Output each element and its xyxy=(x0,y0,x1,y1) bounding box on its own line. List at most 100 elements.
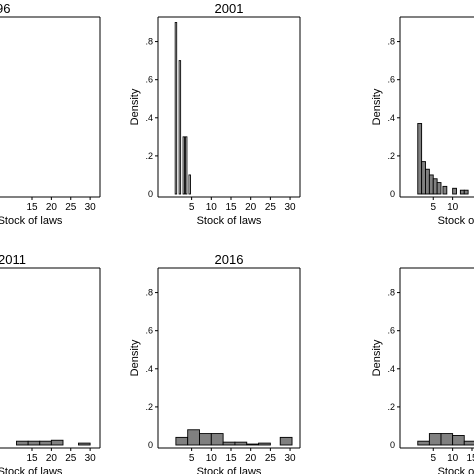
y-axis-label: Density xyxy=(129,88,141,125)
histogram-bar xyxy=(188,174,191,195)
x-tick-label: 20 xyxy=(46,202,58,213)
panel-3: 5 10 .2 .4 .6 .8 0 Density Stock of laws xyxy=(371,16,474,227)
y-tick-label: .4 xyxy=(387,113,395,123)
x-tick-label: 5 xyxy=(189,453,195,464)
x-tick-label: 15 xyxy=(225,453,237,464)
x-tick-label: 25 xyxy=(65,202,77,213)
histogram-bar xyxy=(174,22,178,195)
panel-title: 2001 xyxy=(215,1,244,16)
histogram-bar xyxy=(425,168,430,195)
y-tick-label: 0 xyxy=(148,440,153,450)
y-tick-label: .4 xyxy=(145,113,153,123)
histogram-bar xyxy=(210,433,224,446)
histogram-bar xyxy=(463,189,469,195)
y-tick-label: .4 xyxy=(387,364,395,374)
histogram-bar xyxy=(182,136,186,195)
histogram-bar xyxy=(246,443,260,446)
panel-5: 2016 5 10 15 20 25 30 .2 .4 .6 .8 0 Density Stock of … xyxy=(129,252,301,474)
x-tick-label: 5 xyxy=(189,202,195,213)
histogram-bar xyxy=(452,187,457,195)
histogram-bar xyxy=(436,182,442,195)
y-axis-label: Density xyxy=(129,339,141,376)
histogram-bar xyxy=(234,441,248,446)
y-tick-label: .8 xyxy=(387,288,395,298)
x-axis-label: Stock of laws xyxy=(438,215,474,227)
y-tick-label: .8 xyxy=(387,37,395,47)
y-tick-label: .4 xyxy=(145,364,153,374)
histogram-bar xyxy=(16,440,29,446)
y-axis-label: Density xyxy=(371,339,383,376)
x-tick-label: 30 xyxy=(85,453,97,464)
histogram-bar xyxy=(175,436,189,446)
y-axis-label: Density xyxy=(371,88,383,125)
x-tick-label: 15 xyxy=(466,453,474,464)
panel-1: 1996 15 20 25 30 Stock of laws xyxy=(0,1,101,227)
x-tick-label: 20 xyxy=(245,202,257,213)
y-tick-label: .2 xyxy=(145,402,153,412)
x-axis-label: Stock of laws xyxy=(197,466,262,474)
x-axis-label: Stock of laws xyxy=(0,215,63,227)
histogram-bar xyxy=(222,441,236,446)
x-tick-label: 20 xyxy=(245,453,257,464)
x-tick-label: 15 xyxy=(26,202,38,213)
x-tick-label: 25 xyxy=(65,453,77,464)
x-tick-label: 10 xyxy=(447,453,459,464)
x-tick-label: 10 xyxy=(206,453,218,464)
histogram-bar xyxy=(428,433,442,446)
histogram-bar xyxy=(428,174,434,195)
x-tick-label: 30 xyxy=(285,453,297,464)
x-tick-label: 20 xyxy=(46,453,58,464)
y-tick-label: .2 xyxy=(145,151,153,161)
y-tick-label: 0 xyxy=(148,189,153,199)
histogram-bar xyxy=(27,440,41,446)
histogram-bar xyxy=(178,60,182,195)
x-axis-label: Stock of laws xyxy=(197,215,262,227)
x-axis-label: Stock of laws xyxy=(438,466,474,474)
histogram-bar xyxy=(279,436,293,446)
x-tick-label: 10 xyxy=(447,202,459,213)
y-tick-label: .2 xyxy=(387,151,395,161)
panel-6: 5 10 15 .2 .4 .6 .8 0 Density Stock of laws xyxy=(371,267,474,474)
histogram-bar xyxy=(432,178,438,195)
x-axis-label: Stock of laws xyxy=(0,466,63,474)
panel-4: 2011 15 20 25 30 Stock of laws xyxy=(0,252,101,474)
y-tick-label: 0 xyxy=(390,440,395,450)
y-tick-label: .6 xyxy=(387,326,395,336)
histogram-bar xyxy=(459,189,465,195)
histogram-bar xyxy=(50,439,64,446)
x-tick-label: 30 xyxy=(285,202,297,213)
panel-title: 1996 xyxy=(0,1,10,16)
x-tick-label: 25 xyxy=(265,202,277,213)
histogram-bar xyxy=(78,442,91,446)
panel-title: 2016 xyxy=(215,252,244,267)
histogram-bar xyxy=(184,136,188,195)
x-tick-label: 30 xyxy=(85,202,97,213)
y-tick-label: .6 xyxy=(387,75,395,85)
x-tick-label: 5 xyxy=(430,453,436,464)
histogram-bar xyxy=(417,123,423,195)
panel-title: 2011 xyxy=(0,252,26,267)
y-tick-label: .6 xyxy=(145,75,153,85)
x-tick-label: 15 xyxy=(225,202,237,213)
x-tick-label: 10 xyxy=(206,202,218,213)
x-tick-label: 5 xyxy=(430,202,436,213)
histogram-bar xyxy=(440,433,454,446)
histogram-bar xyxy=(187,429,200,446)
histogram-bar xyxy=(421,161,426,195)
histogram-bar xyxy=(199,433,212,446)
histogram-bar xyxy=(39,440,52,446)
histogram-bar xyxy=(258,442,271,446)
x-tick-label: 25 xyxy=(265,453,277,464)
panel-2: 2001 5 10 15 20 25 30 .2 .4 .6 .8 0 Density Stock of … xyxy=(129,1,301,227)
y-tick-label: 0 xyxy=(390,189,395,199)
histogram-bar xyxy=(452,435,465,446)
y-tick-label: .8 xyxy=(145,37,153,47)
histogram-bar xyxy=(417,440,430,446)
histogram-bar xyxy=(442,185,448,195)
y-tick-label: .6 xyxy=(145,326,153,336)
y-tick-label: .2 xyxy=(387,402,395,412)
histogram-bar xyxy=(463,440,474,446)
x-tick-label: 15 xyxy=(26,453,38,464)
y-tick-label: .8 xyxy=(145,288,153,298)
